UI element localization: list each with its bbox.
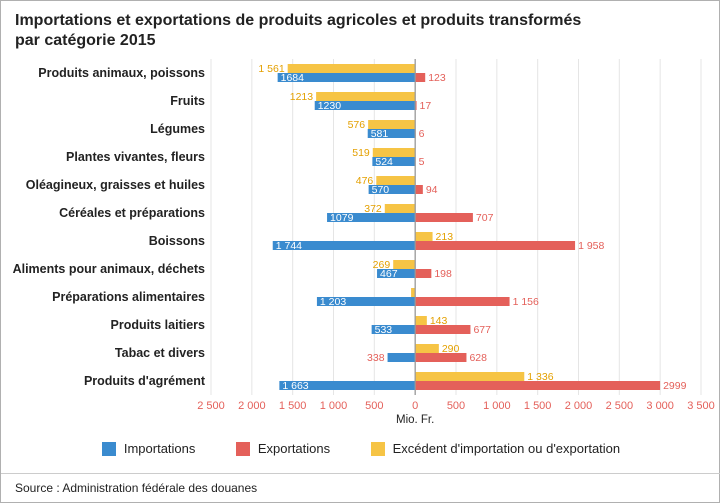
category-label: Boissons (149, 234, 205, 248)
source-divider (1, 473, 720, 474)
export-value: 628 (469, 352, 487, 364)
category-label: Produits d'agrément (84, 374, 206, 388)
import-value: 338 (367, 352, 385, 364)
export-bar (415, 297, 509, 306)
export-value: 94 (426, 184, 438, 196)
chart-source: Source : Administration fédérale des dou… (15, 481, 257, 495)
export-value: 1 958 (578, 240, 604, 252)
legend-excedent-swatch (371, 442, 385, 456)
import-value: 467 (380, 268, 398, 280)
excedent-value: 1213 (290, 91, 314, 103)
export-bar (415, 185, 423, 194)
import-value: 1 744 (276, 240, 302, 252)
legend-import: Importations (102, 441, 196, 456)
import-value: 533 (375, 324, 393, 336)
chart-legend: Importations Exportations Excédent d'imp… (1, 441, 720, 461)
x-tick-label: 1 000 (320, 400, 348, 412)
legend-import-swatch (102, 442, 116, 456)
x-tick-label: 1 500 (279, 400, 307, 412)
x-tick-label: 3 000 (646, 400, 674, 412)
legend-export: Exportations (236, 441, 330, 456)
export-value: 123 (428, 72, 446, 84)
export-value: 6 (419, 128, 425, 140)
category-label: Produits laitiers (111, 318, 206, 332)
excedent-bar (288, 64, 415, 73)
x-tick-label: 1 000 (483, 400, 511, 412)
export-bar (415, 325, 470, 334)
export-bar (415, 353, 466, 362)
x-tick-label: 500 (447, 400, 465, 412)
x-tick-label: 2 500 (197, 400, 225, 412)
x-tick-label: 2 000 (565, 400, 593, 412)
excedent-bar (415, 372, 524, 381)
export-bar (415, 241, 575, 250)
export-value: 5 (419, 156, 425, 168)
import-value: 1079 (330, 212, 354, 224)
import-value: 570 (372, 184, 390, 196)
import-value: 1684 (281, 72, 305, 84)
chart-plot: 2 500 2 000 1 500 1 000 500 0 500 1 000 1 500 2 0… (1, 1, 720, 431)
category-label: Préparations alimentaires (52, 290, 205, 304)
import-value: 1 663 (282, 380, 308, 392)
import-value: 1 203 (320, 296, 346, 308)
x-tick-label: 2 000 (238, 400, 266, 412)
export-value: 677 (473, 324, 491, 336)
export-value: 17 (420, 100, 432, 112)
chart-frame: Importations et exportations de produits… (0, 0, 720, 503)
export-bar (415, 381, 660, 390)
export-value: 198 (434, 268, 452, 280)
legend-export-swatch (236, 442, 250, 456)
export-bar (415, 213, 473, 222)
legend-export-label: Exportations (258, 441, 330, 456)
category-label: Légumes (150, 122, 205, 136)
x-axis-title: Mio. Fr. (396, 414, 434, 426)
category-label: Plantes vivantes, fleurs (66, 150, 205, 164)
import-value: 581 (371, 128, 389, 140)
x-tick-label: 2 500 (606, 400, 634, 412)
export-value: 707 (476, 212, 494, 224)
excedent-bar (385, 204, 415, 213)
export-value: 1 156 (513, 296, 539, 308)
import-value: 1230 (318, 100, 342, 112)
legend-excedent-label: Excédent d'importation ou d'exportation (393, 441, 621, 456)
category-label: Oléagineux, graisses et huiles (26, 178, 205, 192)
import-bar (388, 353, 416, 362)
excedent-value: 519 (352, 147, 370, 159)
excedent-bar (415, 232, 432, 241)
category-label: Aliments pour animaux, déchets (13, 262, 205, 276)
excedent-value: 576 (348, 119, 366, 131)
legend-import-label: Importations (124, 441, 196, 456)
category-label: Céréales et préparations (59, 206, 205, 220)
export-value: 2999 (663, 380, 687, 392)
x-tick-label: 3 500 (687, 400, 715, 412)
export-bar (415, 269, 431, 278)
import-value: 524 (375, 156, 393, 168)
x-tick-label: 500 (365, 400, 383, 412)
excedent-bar (415, 316, 427, 325)
legend-excedent: Excédent d'importation ou d'exportation (371, 441, 621, 456)
excedent-bar (415, 344, 439, 353)
excedent-bar (411, 288, 415, 297)
category-label: Produits animaux, poissons (38, 66, 205, 80)
category-label: Tabac et divers (115, 346, 205, 360)
category-label: Fruits (170, 94, 205, 108)
export-bar (415, 73, 425, 82)
x-tick-label: 0 (412, 400, 418, 412)
x-tick-label: 1 500 (524, 400, 552, 412)
